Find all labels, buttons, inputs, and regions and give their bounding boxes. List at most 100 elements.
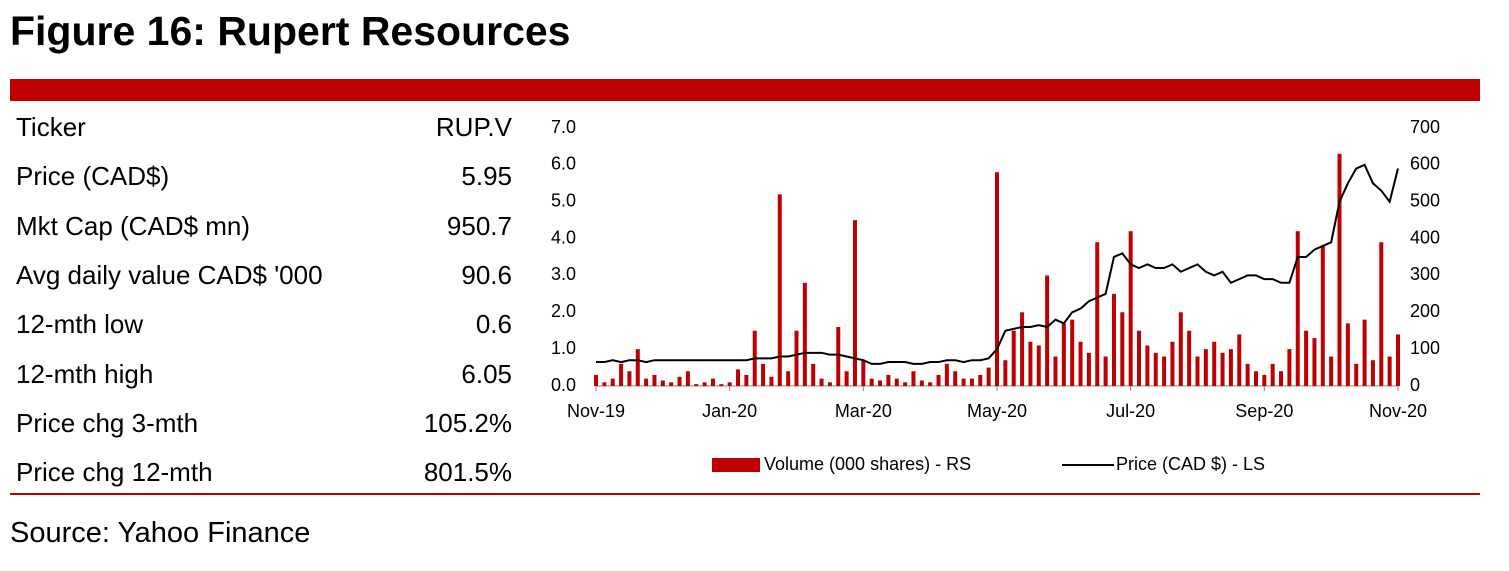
volume-bar bbox=[1212, 341, 1217, 386]
volume-bar bbox=[1061, 323, 1066, 386]
y2-tick-label: 0 bbox=[1410, 375, 1420, 395]
volume-bar bbox=[1011, 330, 1016, 386]
volume-bar bbox=[1228, 349, 1233, 386]
volume-bar bbox=[1379, 242, 1384, 386]
volume-bar bbox=[1162, 356, 1167, 386]
volume-bar bbox=[802, 282, 807, 386]
volume-bar bbox=[936, 374, 941, 386]
table-row: Price chg 3-mth 105.2% bbox=[16, 408, 512, 448]
volume-bar bbox=[1137, 330, 1142, 386]
x-tick-label: Jul-20 bbox=[1106, 401, 1155, 421]
y-tick-label: 6.0 bbox=[551, 154, 576, 174]
volume-bar bbox=[652, 374, 657, 386]
volume-bar bbox=[694, 384, 699, 386]
volume-bar bbox=[919, 380, 924, 386]
volume-bar bbox=[744, 374, 749, 386]
volume-bar bbox=[1053, 356, 1058, 386]
volume-bar bbox=[1178, 312, 1183, 386]
y-tick-label: 4.0 bbox=[551, 227, 576, 247]
y-tick-label: 3.0 bbox=[551, 264, 576, 284]
volume-bar bbox=[777, 194, 782, 386]
volume-bar bbox=[660, 380, 665, 386]
volume-bar bbox=[635, 349, 640, 386]
volume-bar bbox=[861, 360, 866, 386]
volume-bar bbox=[1396, 334, 1400, 386]
volume-bar bbox=[844, 371, 849, 386]
y2-tick-label: 300 bbox=[1410, 264, 1440, 284]
volume-bar bbox=[1295, 231, 1300, 386]
y2-tick-label: 500 bbox=[1410, 190, 1440, 210]
source-note: Source: Yahoo Finance bbox=[10, 517, 311, 549]
volume-bar bbox=[1045, 275, 1050, 386]
volume-bar bbox=[1253, 371, 1258, 386]
volume-bar bbox=[911, 371, 916, 386]
x-tick-label: Sep-20 bbox=[1235, 401, 1293, 421]
volume-bar bbox=[1237, 334, 1242, 386]
x-tick-label: Mar-20 bbox=[835, 401, 892, 421]
row-value: RUP.V bbox=[435, 112, 512, 142]
table-row: Ticker RUP.V bbox=[16, 112, 512, 152]
volume-bar bbox=[1354, 363, 1359, 386]
row-label: Price chg 12-mth bbox=[16, 457, 213, 488]
volume-bar bbox=[878, 380, 883, 386]
row-value: 90.6 bbox=[461, 259, 512, 290]
row-label: 12-mth low bbox=[16, 309, 144, 340]
volume-bar bbox=[978, 374, 983, 386]
volume-bar bbox=[1345, 323, 1350, 386]
volume-bar bbox=[794, 330, 799, 386]
volume-bar bbox=[644, 378, 649, 386]
volume-bar bbox=[928, 382, 933, 386]
legend-label: Volume (000 shares) - RS bbox=[764, 454, 971, 474]
legend-label: Price (CAD $) - LS bbox=[1116, 454, 1265, 474]
volume-bar bbox=[1187, 330, 1192, 386]
y-tick-label: 2.0 bbox=[551, 301, 576, 321]
volume-bar bbox=[1387, 356, 1392, 386]
table-row: Price (CAD$) 5.95 bbox=[16, 161, 512, 201]
divider bbox=[10, 493, 1480, 495]
volume-bar bbox=[1370, 360, 1375, 386]
row-label: Mkt Cap (CAD$ mn) bbox=[16, 210, 251, 241]
volume-bar bbox=[944, 363, 949, 386]
legend-swatch bbox=[712, 458, 760, 472]
volume-bar bbox=[1337, 153, 1342, 386]
volume-bar bbox=[1111, 293, 1116, 386]
table-row: Mkt Cap (CAD$ mn) 950.7 bbox=[16, 211, 512, 251]
row-value: 0.6 bbox=[475, 309, 512, 340]
volume-bar bbox=[986, 367, 991, 386]
volume-bar bbox=[1245, 363, 1250, 386]
volume-bar bbox=[1220, 352, 1225, 386]
y-tick-label: 7.0 bbox=[551, 117, 576, 137]
volume-bar bbox=[894, 378, 899, 386]
volume-bar bbox=[1312, 338, 1317, 386]
row-value: 801.5% bbox=[423, 457, 512, 488]
volume-bar bbox=[1036, 345, 1041, 386]
volume-bar bbox=[1120, 312, 1125, 386]
header-bar bbox=[10, 79, 1480, 101]
row-label: Ticker bbox=[16, 112, 86, 142]
x-tick-label: May-20 bbox=[967, 401, 1027, 421]
volume-bar bbox=[1003, 360, 1008, 386]
volume-bar bbox=[702, 382, 707, 386]
row-value: 105.2% bbox=[423, 407, 512, 438]
volume-bar bbox=[594, 374, 598, 386]
y2-tick-label: 400 bbox=[1410, 227, 1440, 247]
volume-bar bbox=[1279, 371, 1284, 386]
table-row: 12-mth high 6.05 bbox=[16, 359, 512, 399]
row-value: 5.95 bbox=[461, 161, 512, 192]
x-tick-label: Nov-20 bbox=[1369, 401, 1427, 421]
y2-tick-label: 700 bbox=[1410, 117, 1440, 137]
y2-tick-label: 600 bbox=[1410, 154, 1440, 174]
y2-tick-label: 200 bbox=[1410, 301, 1440, 321]
volume-bar bbox=[1086, 352, 1091, 386]
y-tick-label: 0.0 bbox=[551, 375, 576, 395]
y-tick-label: 1.0 bbox=[551, 338, 576, 358]
volume-bar bbox=[1145, 345, 1150, 386]
volume-bar bbox=[961, 378, 966, 386]
figure-title: Figure 16: Rupert Resources bbox=[10, 8, 571, 54]
volume-bar bbox=[727, 382, 732, 386]
volume-bar bbox=[903, 382, 908, 386]
volume-bar bbox=[1103, 356, 1108, 386]
volume-bar bbox=[710, 378, 715, 386]
row-label: Price (CAD$) bbox=[16, 161, 170, 192]
